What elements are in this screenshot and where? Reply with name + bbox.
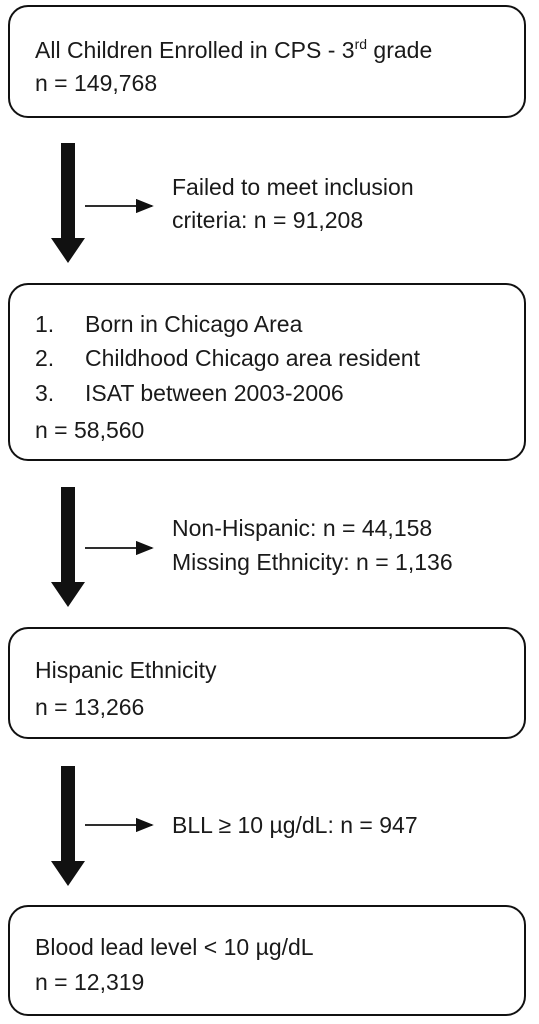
- item-text: Born in Chicago Area: [85, 311, 303, 337]
- box-text: Hispanic Ethnicity: [35, 657, 217, 683]
- exclusion-text: BLL ≥ 10 µg/dL: n = 947: [172, 812, 418, 838]
- item-number: 2.: [35, 345, 55, 371]
- exclusion-text: Non-Hispanic: n = 44,158: [172, 515, 433, 541]
- box: 1. Born in Chicago Area 2. Childhood Chi…: [8, 283, 526, 461]
- item-number: 1.: [35, 311, 55, 337]
- box: Blood lead level < 10 µg/dL n = 12,319: [8, 905, 526, 1016]
- exclusion-text: Failed to meet inclusion: [172, 174, 414, 200]
- item-number: 3.: [35, 380, 55, 406]
- text: grade: [367, 37, 433, 63]
- text: All Children Enrolled in CPS - 3: [35, 37, 355, 63]
- box-text: n = 12,319: [35, 969, 145, 995]
- item-text: Childhood Chicago area resident: [85, 345, 420, 371]
- box-text: All Children Enrolled in CPS - 3rd grade: [35, 37, 432, 62]
- box: All Children Enrolled in CPS - 3rd grade…: [8, 5, 526, 118]
- box-text: Blood lead level < 10 µg/dL: [35, 934, 314, 960]
- exclusion-text: Missing Ethnicity: n = 1,136: [172, 549, 453, 575]
- down-arrows: [51, 143, 85, 886]
- box-text: n = 13,266: [35, 694, 145, 720]
- item-text: ISAT between 2003-2006: [85, 380, 344, 406]
- exclusion-text: criteria: n = 91,208: [172, 207, 364, 233]
- superscript: rd: [354, 36, 368, 52]
- box-text: n = 58,560: [35, 417, 145, 443]
- box-text: n = 149,768: [35, 70, 158, 96]
- box: Hispanic Ethnicity n = 13,266: [8, 627, 526, 739]
- side-arrows: [85, 198, 154, 833]
